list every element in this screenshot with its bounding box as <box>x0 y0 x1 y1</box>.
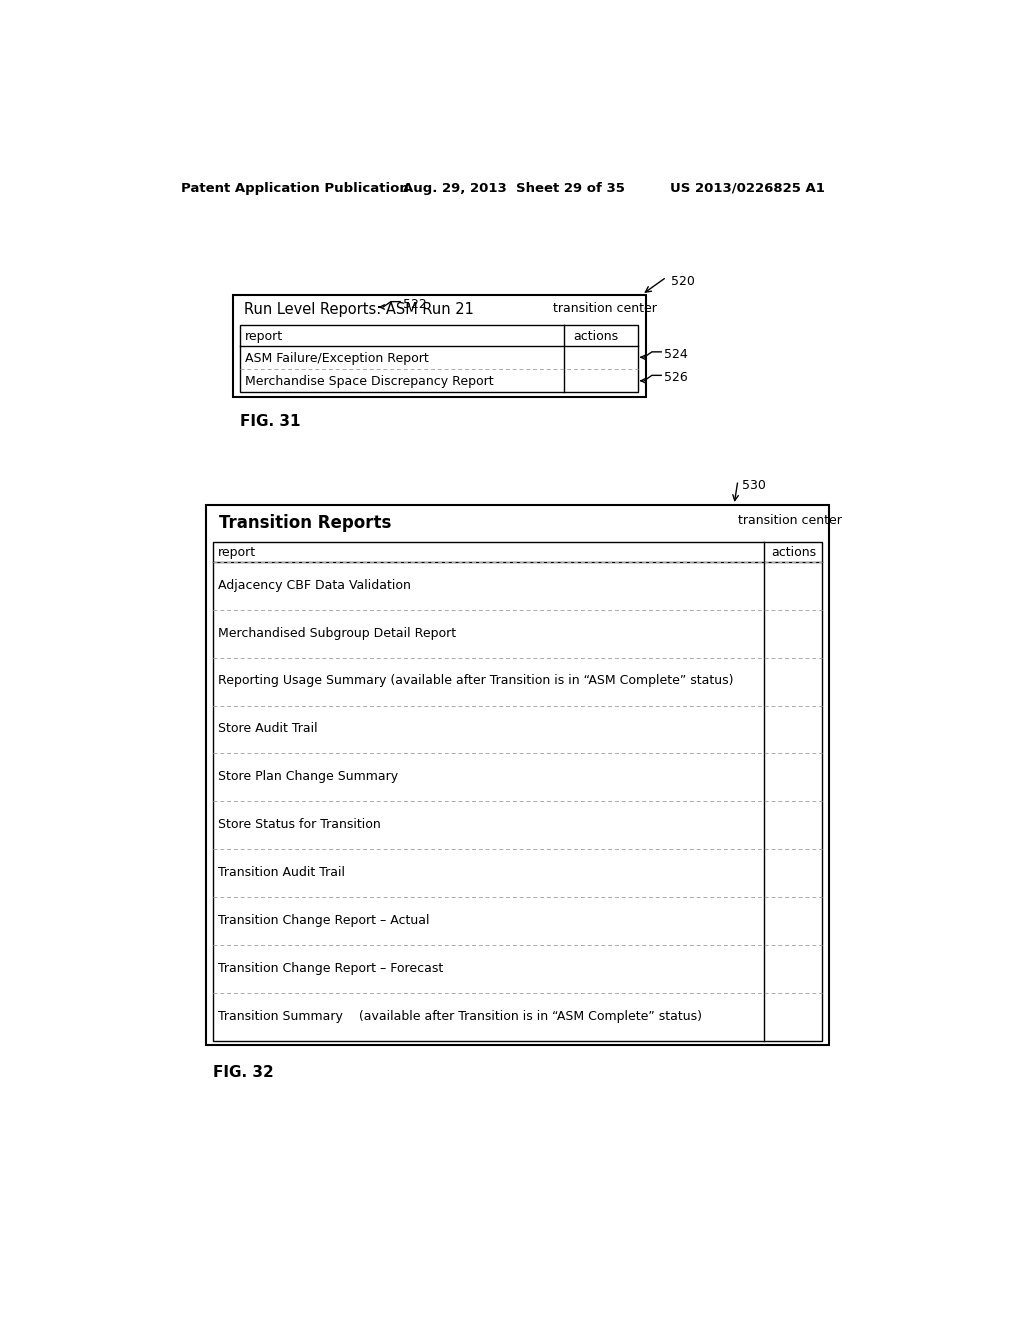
Text: Run Level Reports: ASM Run 21: Run Level Reports: ASM Run 21 <box>245 302 474 317</box>
Text: 524: 524 <box>664 348 687 360</box>
Text: Transition Change Report – Actual: Transition Change Report – Actual <box>218 913 429 927</box>
Text: Store Status for Transition: Store Status for Transition <box>218 818 381 832</box>
Text: Transition Change Report – Forecast: Transition Change Report – Forecast <box>218 962 443 974</box>
Text: 520: 520 <box>671 276 694 289</box>
Text: FIG. 32: FIG. 32 <box>213 1065 274 1080</box>
Bar <box>232 294 646 397</box>
Text: Store Audit Trail: Store Audit Trail <box>218 722 317 735</box>
Text: 522: 522 <box>402 298 426 310</box>
Text: ASM Failure/Exception Report: ASM Failure/Exception Report <box>245 351 429 364</box>
Bar <box>213 543 821 1040</box>
Text: transition center: transition center <box>553 302 656 315</box>
Text: 526: 526 <box>664 371 687 384</box>
Text: US 2013/0226825 A1: US 2013/0226825 A1 <box>671 182 825 194</box>
Text: Transition Reports: Transition Reports <box>219 515 392 532</box>
Text: Aug. 29, 2013  Sheet 29 of 35: Aug. 29, 2013 Sheet 29 of 35 <box>403 182 625 194</box>
Text: 530: 530 <box>741 479 766 492</box>
Text: FIG. 31: FIG. 31 <box>241 414 301 429</box>
Text: actions: actions <box>771 546 816 560</box>
Text: Store Plan Change Summary: Store Plan Change Summary <box>218 770 398 783</box>
Text: actions: actions <box>573 330 618 343</box>
Text: Merchandised Subgroup Detail Report: Merchandised Subgroup Detail Report <box>218 627 456 639</box>
Text: Adjacency CBF Data Validation: Adjacency CBF Data Validation <box>218 578 411 591</box>
Text: Patent Application Publication: Patent Application Publication <box>180 182 409 194</box>
Text: Reporting Usage Summary (available after Transition is in “ASM Complete” status): Reporting Usage Summary (available after… <box>218 675 733 688</box>
Text: Transition Summary    (available after Transition is in “ASM Complete” status): Transition Summary (available after Tran… <box>218 1010 701 1023</box>
Bar <box>241 326 638 392</box>
Bar <box>206 506 829 1045</box>
Text: Merchandise Space Discrepancy Report: Merchandise Space Discrepancy Report <box>245 375 494 388</box>
Text: transition center: transition center <box>738 515 842 527</box>
Text: report: report <box>245 330 284 343</box>
Text: report: report <box>218 546 256 560</box>
Text: Transition Audit Trail: Transition Audit Trail <box>218 866 345 879</box>
